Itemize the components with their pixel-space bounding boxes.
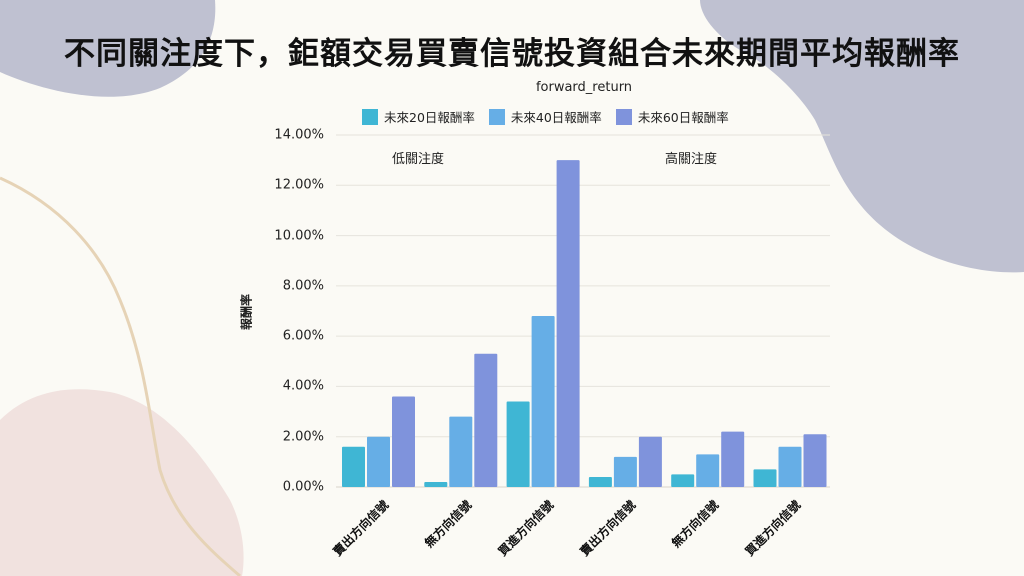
y-tick-label: 14.00%	[274, 127, 324, 143]
legend-swatch-20d	[362, 108, 378, 125]
bar[interactable]	[696, 454, 720, 487]
bar[interactable]	[449, 416, 473, 487]
bar[interactable]	[588, 476, 612, 487]
bar[interactable]	[803, 434, 827, 487]
bar[interactable]	[753, 469, 777, 487]
bar[interactable]	[474, 353, 498, 487]
legend-label-40d: 未來40日報酬率	[510, 110, 602, 125]
bottom-left-blob	[0, 389, 244, 576]
y-tick-label: 6.00%	[282, 328, 324, 344]
bar[interactable]	[613, 456, 637, 487]
bar[interactable]	[721, 431, 745, 487]
bar[interactable]	[506, 401, 530, 487]
legend-swatch-60d	[615, 108, 632, 125]
y-tick-label: 2.00%	[282, 429, 324, 445]
chart-subtitle: forward_return	[535, 80, 633, 95]
chart-title: 不同關注度下，鉅額交易買賣信號投資組合未來期間平均報酬率	[64, 36, 960, 72]
y-tick-label: 12.00%	[274, 177, 324, 193]
legend-item-60d[interactable]: 未來60日報酬率	[615, 107, 729, 126]
tan-curve	[0, 176, 241, 576]
legend-label-20d: 未來20日報酬率	[384, 110, 475, 125]
y-tick-label: 0.00%	[282, 479, 324, 495]
y-tick-label: 10.00%	[274, 228, 324, 244]
bar[interactable]	[342, 446, 365, 487]
bar[interactable]	[367, 436, 390, 487]
legend-item-20d[interactable]: 未來20日報酬率	[362, 107, 475, 126]
legend: 未來20日報酬率 未來40日報酬率 未來60日報酬率	[362, 107, 729, 126]
bar[interactable]	[531, 316, 555, 487]
top-left-blob	[0, 0, 216, 97]
top-right-blob	[700, 0, 1024, 273]
group-label-low-attention: 低關注度	[392, 152, 445, 167]
bar[interactable]	[424, 481, 448, 487]
legend-label-60d: 未來60日報酬率	[637, 110, 729, 125]
group-label-high-attention: 高關注度	[665, 152, 718, 167]
legend-swatch-40d	[488, 108, 505, 125]
y-tick-label: 8.00%	[282, 278, 324, 294]
bar[interactable]	[556, 160, 580, 487]
bar[interactable]	[778, 446, 802, 487]
bar[interactable]	[638, 436, 662, 487]
y-tick-label: 4.00%	[282, 378, 324, 394]
legend-item-40d[interactable]: 未來40日報酬率	[488, 107, 602, 126]
bar[interactable]	[392, 396, 415, 487]
bar[interactable]	[671, 474, 695, 487]
